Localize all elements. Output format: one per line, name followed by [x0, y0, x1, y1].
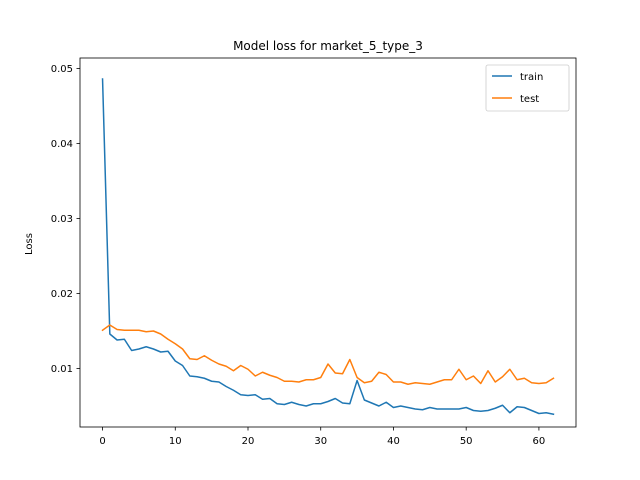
- axes-frame: [79, 57, 577, 428]
- series-line-train: [101, 78, 555, 416]
- y-tick-label: 0.04: [51, 139, 73, 150]
- y-tick-label: 0.02: [51, 289, 73, 300]
- x-tick-label: 50: [460, 436, 473, 447]
- x-tick-label: 10: [169, 436, 182, 447]
- x-tick-label: 40: [387, 436, 400, 447]
- chart-title: Model loss for market_5_type_3: [233, 39, 423, 53]
- legend: train test: [485, 64, 570, 112]
- x-tick-label: 60: [533, 436, 546, 447]
- x-tick-label: 0: [99, 436, 105, 447]
- x-tick-label: 30: [314, 436, 327, 447]
- y-axis-label: Loss: [24, 233, 35, 255]
- y-tick-label: 0.05: [51, 64, 73, 75]
- legend-label-train: train: [520, 72, 543, 83]
- x-tick-label: 20: [242, 436, 255, 447]
- plot-area: 0 10 20 30 40 50 60 0.01 0.02 0.03 0.04 0.05: [51, 64, 555, 447]
- y-tick-label: 0.01: [51, 364, 73, 375]
- y-tick-label: 0.03: [51, 214, 73, 225]
- series-line-test: [101, 324, 555, 385]
- legend-label-test: test: [520, 94, 539, 105]
